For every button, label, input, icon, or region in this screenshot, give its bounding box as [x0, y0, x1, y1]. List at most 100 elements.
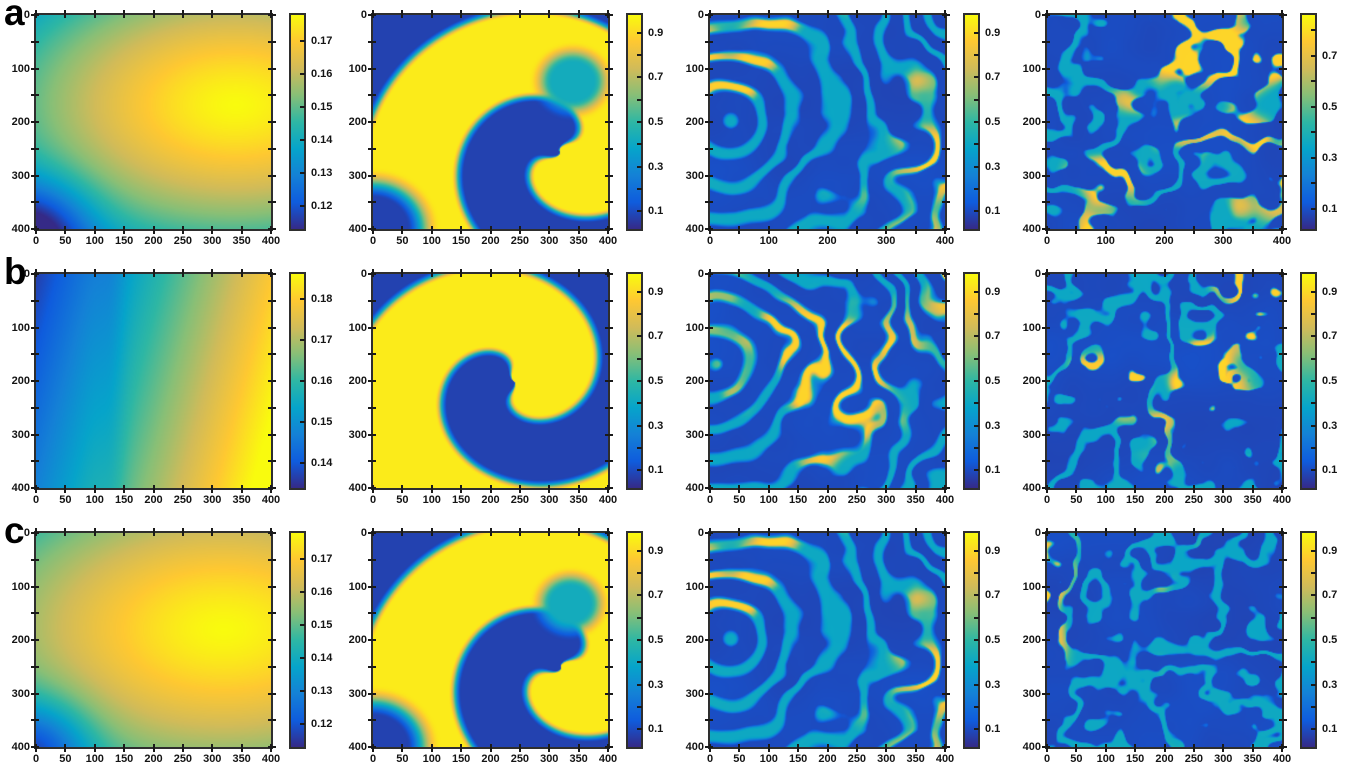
x-tick-label: 200: [818, 494, 837, 506]
x-tick-label: 100: [1096, 235, 1115, 247]
y-tick: [942, 746, 950, 748]
x-tick: [1075, 744, 1078, 752]
colorbar-tick-label: 0.5: [648, 375, 664, 387]
y-tick: [368, 326, 376, 329]
colorbar-tick-label: 0.5: [1322, 375, 1338, 387]
colorbar-tick: [637, 469, 642, 472]
colorbar-gradient: [628, 274, 641, 488]
y-tick-label: 100: [11, 62, 30, 75]
y-tick: [942, 353, 950, 356]
x-tick: [181, 226, 184, 234]
x-tick: [914, 485, 917, 493]
heatmap-panel-b1: b 0 50 100 150 200 250 300 350 400 0 100 200 300 400 0.…: [0, 251, 337, 518]
y-tick-label: 400: [11, 482, 30, 494]
colorbar-tick: [637, 639, 642, 641]
y-tick: [31, 665, 39, 668]
y-tick-label: 0: [1034, 527, 1041, 539]
x-tick: [914, 226, 917, 234]
y-tick: [268, 94, 276, 97]
y-tick-label: 100: [1022, 62, 1041, 75]
x-tick: [885, 10, 888, 18]
colorbar-tick-label: 0.1: [985, 464, 1001, 477]
x-tick-label: 150: [451, 753, 471, 765]
y-tick: [942, 665, 950, 668]
y-tick: [605, 639, 613, 641]
x-tick: [211, 269, 214, 277]
x-tick: [64, 485, 67, 493]
x-tick: [518, 528, 521, 536]
y-tick: [1042, 228, 1050, 230]
x-tick-label: 350: [1243, 494, 1262, 506]
colorbar-tick-label: 0.3: [1322, 678, 1338, 691]
x-tick: [738, 10, 741, 18]
y-tick-label: 0: [697, 9, 704, 21]
y-tick: [705, 692, 713, 695]
y-tick: [605, 121, 613, 123]
colorbar-tick: [1311, 54, 1316, 57]
y-tick: [942, 380, 950, 382]
x-tick-label: 300: [540, 753, 559, 765]
y-tick: [1042, 558, 1050, 561]
y-tick: [1279, 40, 1287, 43]
x-tick: [738, 269, 741, 277]
y-tick: [1042, 532, 1050, 534]
y-tick: [31, 228, 39, 230]
colorbar: [963, 13, 980, 231]
colorbar-tick: [1311, 469, 1316, 472]
x-tick: [577, 528, 580, 536]
colorbar-tick: [300, 558, 305, 561]
y-tick: [368, 40, 376, 43]
x-tick: [93, 528, 96, 536]
x-tick: [767, 269, 770, 277]
colorbar-gradient: [628, 533, 641, 747]
row-label-c: c: [4, 510, 25, 551]
x-tick-label: 250: [173, 235, 193, 247]
x-tick-label: 50: [1070, 494, 1083, 506]
colorbar-tick: [974, 594, 979, 597]
x-tick-label: 150: [114, 494, 134, 506]
y-tick-label: 200: [1022, 375, 1041, 387]
colorbar-minor-tick: [974, 661, 979, 664]
x-tick: [152, 226, 155, 234]
colorbar: [963, 272, 980, 490]
colorbar-minor-tick: [1311, 661, 1316, 664]
y-tick: [31, 487, 39, 489]
x-tick-label: 200: [1155, 235, 1174, 247]
y-tick: [1279, 299, 1287, 302]
y-tick: [605, 612, 613, 615]
y-tick: [31, 40, 39, 43]
x-tick-label: 200: [481, 753, 500, 765]
y-tick: [1279, 174, 1287, 177]
heatmap-canvas-a4: [1047, 15, 1282, 229]
x-tick: [93, 10, 96, 18]
row-label-b: b: [4, 251, 27, 292]
y-tick: [368, 14, 376, 16]
y-tick: [942, 639, 950, 641]
colorbar-minor-tick: [974, 705, 979, 708]
colorbar-minor-tick: [974, 357, 979, 360]
x-tick-label: 150: [1125, 753, 1145, 765]
y-tick: [268, 299, 276, 302]
x-tick: [767, 226, 770, 234]
colorbar-tick-label: 0.1: [648, 464, 664, 477]
x-tick: [460, 528, 463, 536]
colorbar-tick-label: 0.1: [985, 205, 1001, 218]
x-tick: [1222, 528, 1225, 536]
y-tick: [942, 40, 950, 43]
y-tick: [31, 612, 39, 615]
y-tick: [605, 174, 613, 177]
x-tick: [35, 744, 37, 752]
x-tick-label: 400: [935, 494, 955, 506]
colorbar-tick: [300, 380, 305, 382]
y-tick: [268, 558, 276, 561]
y-tick: [268, 433, 276, 436]
x-tick: [914, 744, 917, 752]
x-tick-label: 0: [706, 753, 714, 765]
y-tick: [268, 273, 276, 275]
y-tick: [368, 692, 376, 695]
x-tick: [518, 10, 521, 18]
heatmap-panel-a3: 0 100 200 300 400 0 100 200 300 400 0.9 0.7 0.5 0.3 0.…: [674, 0, 1011, 259]
x-tick: [577, 226, 580, 234]
colorbar-tick: [300, 73, 305, 76]
colorbar-tick: [974, 469, 979, 472]
